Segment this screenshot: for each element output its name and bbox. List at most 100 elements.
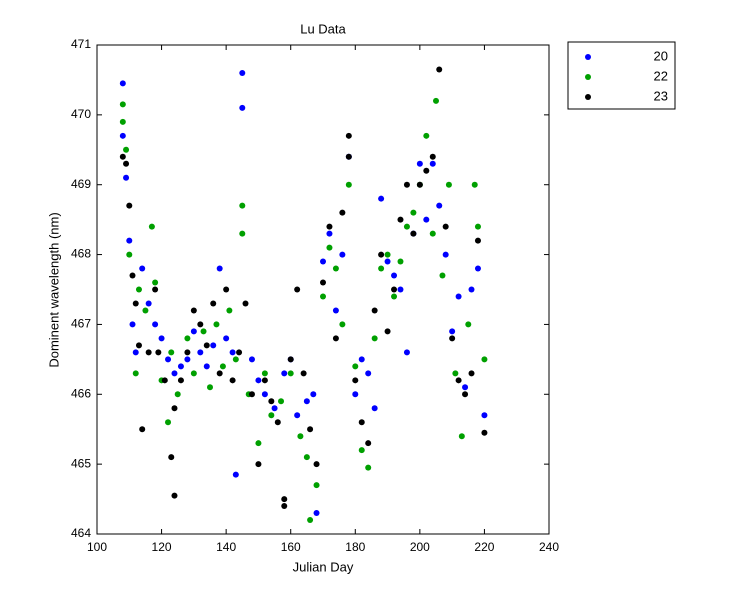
point	[345, 132, 352, 139]
point	[236, 349, 243, 356]
point	[365, 464, 372, 471]
point	[119, 153, 126, 160]
point	[139, 265, 146, 272]
legend-label: 23	[654, 88, 668, 103]
point	[213, 321, 220, 328]
point	[177, 363, 184, 370]
point	[303, 398, 310, 405]
point	[158, 335, 165, 342]
point	[171, 370, 178, 377]
point	[203, 363, 210, 370]
point	[378, 251, 385, 258]
point	[423, 167, 430, 174]
y-tick-label: 471	[71, 37, 91, 51]
point	[307, 517, 314, 524]
point	[332, 265, 339, 272]
point	[255, 377, 262, 384]
point	[278, 398, 285, 405]
point	[200, 328, 207, 335]
point	[155, 349, 162, 356]
point	[165, 419, 172, 426]
y-tick-label: 466	[71, 386, 91, 400]
point	[403, 181, 410, 188]
point	[365, 370, 372, 377]
point	[135, 342, 142, 349]
point	[358, 447, 365, 454]
point	[168, 454, 175, 461]
point	[462, 391, 469, 398]
point	[445, 181, 452, 188]
point	[123, 174, 130, 181]
point	[416, 160, 423, 167]
point	[145, 300, 152, 307]
point	[184, 356, 191, 363]
point	[391, 293, 398, 300]
point	[468, 286, 475, 293]
point	[345, 181, 352, 188]
point	[229, 377, 236, 384]
point	[449, 335, 456, 342]
point	[281, 496, 288, 503]
point	[313, 482, 320, 489]
point	[439, 272, 446, 279]
point	[320, 279, 326, 286]
point	[119, 101, 126, 108]
y-tick-label: 464	[71, 526, 91, 540]
point	[410, 209, 417, 216]
point	[320, 293, 326, 300]
point	[255, 461, 262, 468]
point	[210, 342, 217, 349]
point	[287, 370, 294, 377]
point	[123, 146, 130, 153]
point	[168, 349, 175, 356]
point	[219, 363, 226, 370]
y-tick-label: 470	[71, 107, 91, 121]
point	[481, 356, 488, 363]
point	[345, 153, 352, 160]
point	[358, 419, 365, 426]
point	[232, 356, 239, 363]
point	[300, 370, 307, 377]
point	[471, 181, 478, 188]
point	[403, 223, 410, 230]
point	[371, 307, 378, 314]
point	[474, 223, 481, 230]
point	[458, 433, 465, 440]
point	[148, 223, 155, 230]
point	[313, 510, 320, 517]
point	[132, 300, 139, 307]
point	[391, 286, 398, 293]
point	[352, 377, 359, 384]
point	[442, 223, 449, 230]
point	[165, 356, 172, 363]
legend-label: 22	[654, 68, 668, 83]
point	[129, 272, 136, 279]
point	[184, 349, 191, 356]
point	[294, 412, 301, 419]
point	[239, 230, 246, 237]
point	[139, 426, 146, 433]
plot-area	[96, 44, 550, 535]
point	[177, 377, 184, 384]
point	[197, 349, 204, 356]
point	[184, 335, 191, 342]
y-tick-label: 468	[71, 247, 91, 261]
point	[274, 419, 281, 426]
y-axis-label: Dominent wavelength (nm)	[46, 212, 61, 367]
point	[197, 321, 204, 328]
point	[239, 69, 246, 76]
point	[145, 349, 152, 356]
point	[410, 230, 417, 237]
point	[142, 307, 149, 314]
point	[326, 223, 333, 230]
point	[352, 391, 359, 398]
point	[339, 321, 346, 328]
point	[455, 293, 462, 300]
point	[190, 328, 197, 335]
point	[378, 195, 385, 202]
point	[239, 104, 246, 111]
point	[190, 370, 197, 377]
point	[307, 426, 314, 433]
y-tick-label: 469	[71, 177, 91, 191]
